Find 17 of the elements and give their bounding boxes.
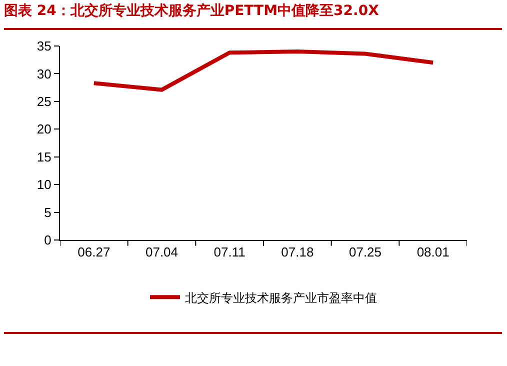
line-series bbox=[92, 50, 436, 92]
legend-label: 北交所专业技术服务产业市盈率中值 bbox=[185, 290, 377, 305]
y-tick-label: 35 bbox=[36, 38, 52, 54]
x-tick-label: 07.04 bbox=[145, 244, 178, 260]
y-tick-label: 30 bbox=[36, 66, 52, 82]
x-tick-label: 06.27 bbox=[78, 244, 110, 260]
y-tick-label: 0 bbox=[44, 232, 52, 248]
x-tick-label: 08.01 bbox=[416, 244, 450, 260]
chart-title: 图表 24：北交所专业技术服务产业PETTM中值降至32.0X bbox=[4, 2, 380, 20]
x-tick-label: 07.11 bbox=[214, 244, 246, 260]
y-tick-label: 25 bbox=[36, 94, 52, 109]
y-tick-label: 5 bbox=[44, 204, 52, 220]
x-tick-label: 07.18 bbox=[281, 244, 314, 260]
y-tick-label: 10 bbox=[36, 177, 52, 192]
y-tick-label: 15 bbox=[36, 149, 52, 164]
y-tick-label: 20 bbox=[36, 122, 52, 137]
x-tick-label: 07.25 bbox=[348, 244, 382, 260]
